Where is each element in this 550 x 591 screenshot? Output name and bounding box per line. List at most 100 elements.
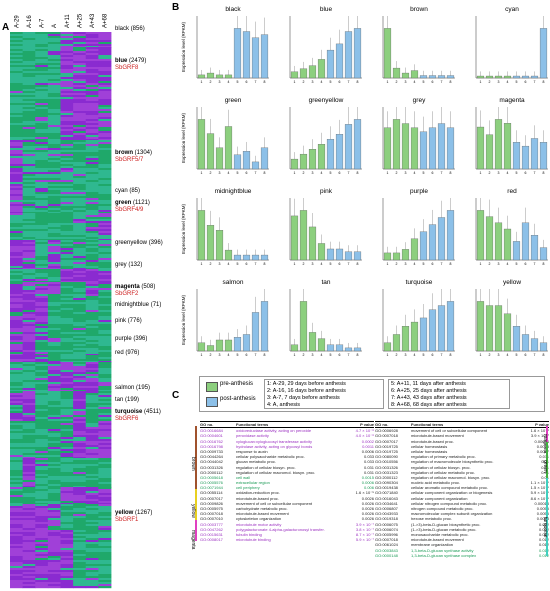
heatmap-cell (22, 489, 36, 492)
heatmap-cell (60, 269, 74, 272)
heatmap-cell (22, 474, 36, 477)
heatmap-cell (47, 320, 61, 323)
heatmap-cell (22, 437, 36, 440)
heatmap-cell (98, 244, 112, 247)
heatmap-cell (35, 250, 49, 253)
heatmap-cell (22, 206, 36, 209)
heatmap-cell (47, 520, 61, 523)
heatmap-cell (10, 250, 24, 253)
heatmap-cell (10, 49, 24, 52)
heatmap-cell (73, 93, 87, 96)
heatmap-cell (22, 231, 36, 234)
heatmap-cell (35, 578, 49, 581)
x-tick-label: 2 (396, 171, 398, 175)
heatmap-cell (85, 468, 99, 471)
bar (242, 151, 251, 170)
bar (419, 231, 428, 261)
panel-letter-b: B (172, 2, 180, 13)
heatmap-cell (47, 576, 61, 579)
heatmap-cell (47, 154, 61, 157)
heatmap-cell (73, 184, 87, 187)
heatmap-cell (10, 164, 24, 167)
heatmap-cell (85, 32, 99, 35)
heatmap-cell (98, 176, 112, 179)
heatmap-cell (60, 198, 74, 201)
heatmap-cell (22, 194, 36, 197)
heatmap-cell (60, 552, 74, 555)
heatmap-cell (22, 388, 36, 391)
heatmap-cell (47, 522, 61, 525)
heatmap-cell (60, 458, 74, 461)
heatmap-cell (98, 474, 112, 477)
heatmap-cell (47, 528, 61, 531)
heatmap-cell (47, 260, 61, 263)
heatmap-cell (47, 415, 61, 418)
heatmap-cell (22, 419, 36, 422)
heatmap-cell (60, 397, 74, 400)
heatmap-cell (60, 332, 74, 335)
heatmap-cell (22, 127, 36, 130)
heatmap-cell (47, 174, 61, 177)
heatmap-cell (10, 544, 24, 547)
x-tick-label: 8 (543, 262, 545, 266)
heatmap-cell (47, 271, 61, 274)
heatmap-cell (10, 292, 24, 295)
heatmap-cell (10, 304, 24, 307)
heatmap-cell (60, 49, 74, 52)
heatmap-cell (60, 156, 74, 159)
heatmap-cell (10, 350, 24, 353)
heatmap-cell (85, 192, 99, 195)
heatmap-cell (22, 121, 36, 124)
heatmap-cell (10, 534, 24, 537)
heatmap-cell (85, 89, 99, 92)
heatmap-cell (98, 499, 112, 502)
heatmap-cell (73, 61, 87, 64)
heatmap-cell (60, 425, 74, 428)
heatmap-cell (35, 202, 49, 205)
heatmap-cell (10, 178, 24, 181)
heatmap-cell (35, 401, 49, 404)
heatmap-cell (22, 460, 36, 463)
heatmap-cell (35, 386, 49, 389)
heatmap-cell (35, 421, 49, 424)
heatmap-cell (35, 200, 49, 203)
heatmap-cell (98, 277, 112, 280)
heatmap-cell (73, 435, 87, 438)
x-tick-label: 7 (348, 353, 350, 357)
heatmap-cell (85, 359, 99, 362)
heatmap-cell (73, 382, 87, 385)
heatmap-cell (10, 286, 24, 289)
heatmap-cell (60, 460, 74, 463)
bar (401, 72, 410, 79)
heatmap-cell (22, 366, 36, 369)
heatmap-cell (35, 570, 49, 573)
heatmap-cell (22, 264, 36, 267)
heatmap-cell (35, 409, 49, 412)
heatmap-cell (85, 44, 99, 47)
heatmap-cell (73, 582, 87, 585)
heatmap-cell (22, 364, 36, 367)
heatmap-cell (60, 266, 74, 269)
x-tick-label: 3 (498, 353, 500, 357)
heatmap-cell (98, 264, 112, 267)
heatmap-cell (73, 482, 87, 485)
heatmap-cell (60, 384, 74, 387)
heatmap-cell (60, 399, 74, 402)
heatmap-cell (85, 223, 99, 226)
heatmap-cell (47, 286, 61, 289)
heatmap-cell (47, 393, 61, 396)
heatmap-cell (85, 495, 99, 498)
heatmap-cell (35, 464, 49, 467)
heatmap-cell (22, 540, 36, 543)
bar (260, 301, 269, 352)
heatmap-cell (35, 69, 49, 72)
heatmap-cell (10, 425, 24, 428)
heatmap-cell (35, 326, 49, 329)
heatmap-cell (85, 534, 99, 537)
heatmap-cell (73, 401, 87, 404)
bar (206, 133, 215, 170)
heatmap-cell (47, 399, 61, 402)
heatmap-cell (22, 314, 36, 317)
heatmap-cell (10, 397, 24, 400)
chart-title: pink (320, 188, 333, 195)
